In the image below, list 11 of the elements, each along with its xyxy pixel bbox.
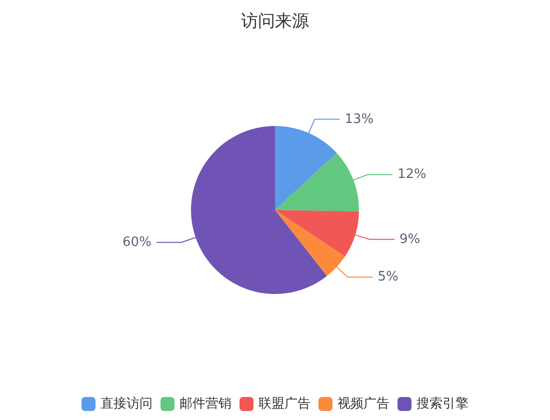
legend-label: 搜索引擎 xyxy=(416,396,468,412)
data-label: 13% xyxy=(344,112,374,127)
chart-title: 访问来源 xyxy=(241,12,309,32)
data-label: 12% xyxy=(397,167,426,182)
data-label: 60% xyxy=(122,234,152,250)
data-label: 5% xyxy=(378,270,398,285)
legend-label: 邮件营销 xyxy=(180,396,232,412)
legend-label: 联盟广告 xyxy=(258,396,310,412)
legend-label: 直接访问 xyxy=(100,396,152,412)
legend-label: 视频广告 xyxy=(338,396,390,412)
data-label: 9% xyxy=(400,232,420,247)
